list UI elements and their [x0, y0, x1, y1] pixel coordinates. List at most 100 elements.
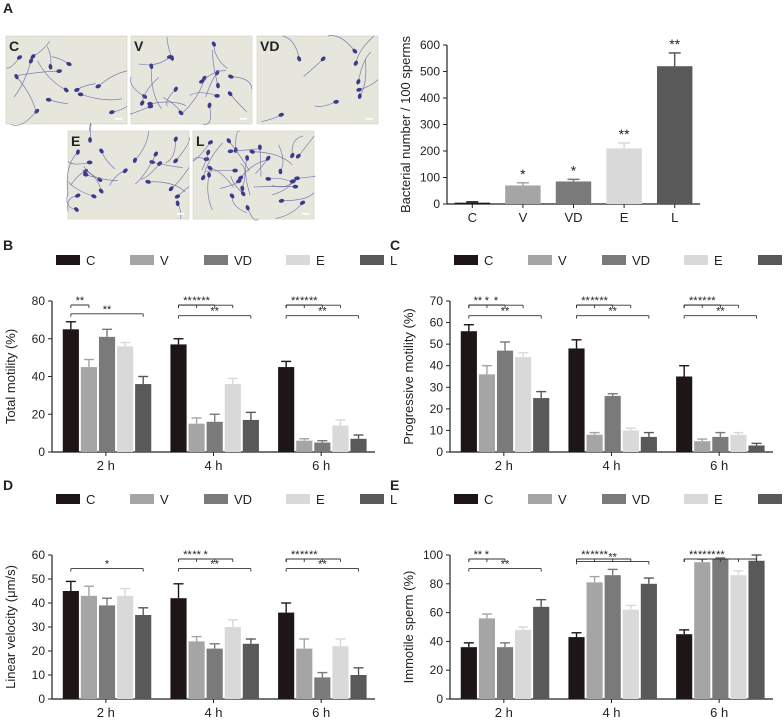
bar-vd [98, 605, 116, 699]
legend-swatch-vd [204, 255, 228, 265]
scale-bar [177, 213, 184, 215]
y-tick-label: 400 [420, 91, 440, 105]
y-tick-label: 200 [420, 144, 440, 158]
bar-vd [496, 647, 514, 699]
y-axis-label: Total motility (%) [3, 329, 18, 424]
sperm-head [207, 102, 212, 109]
sperm-head [236, 179, 242, 184]
x-tick-label: E [620, 210, 629, 225]
sperm-head [216, 82, 220, 89]
x-tick-label: L [671, 210, 678, 225]
bar-v [80, 595, 98, 699]
bar-vd [555, 181, 592, 204]
sperm-tail [130, 76, 145, 97]
bar-c [460, 647, 477, 699]
x-tick-label: 4 h [204, 458, 222, 473]
legend-label-e: E [714, 492, 723, 507]
legend-label-e: E [316, 492, 325, 507]
sperm-tail [189, 92, 218, 97]
sperm-head [356, 87, 362, 92]
legend-label-vd: VD [632, 492, 650, 507]
sperm-head [297, 56, 302, 62]
sperm-head [75, 193, 81, 198]
bar-vd [206, 421, 223, 452]
sperm-head [289, 179, 296, 184]
legend-swatch-l [360, 255, 384, 265]
photo-label-e: E [71, 133, 80, 149]
bar-vd [314, 677, 331, 699]
sperm-head [173, 136, 178, 142]
significance-mark: ** [192, 295, 201, 307]
y-tick-label: 70 [430, 294, 444, 308]
legend-label-e: E [714, 253, 723, 268]
sperm-head [66, 61, 72, 67]
y-axis-label: Linear velocity (μm/s) [3, 565, 18, 689]
significance-mark: ** [210, 306, 219, 318]
photo-label-v: V [134, 38, 144, 54]
bar-l [533, 398, 550, 452]
bar-vd [604, 575, 621, 699]
bar-e [730, 575, 747, 699]
sperm-head [88, 137, 92, 143]
y-tick-label: 40 [430, 359, 444, 373]
sperm-head [56, 69, 62, 74]
sperm-head [157, 161, 163, 166]
y-tick-label: 10 [32, 668, 46, 682]
micrograph-l: L [192, 130, 316, 221]
y-tick-label: 20 [32, 407, 46, 421]
x-tick-label: 2 h [495, 705, 513, 720]
sperm-head [226, 138, 231, 144]
micrograph-v: V [129, 35, 253, 125]
legend-swatch-e [286, 255, 310, 265]
sperm-tail [134, 130, 150, 161]
sperm-head [240, 185, 245, 192]
legend-swatch-v [528, 494, 552, 504]
sperm-tail [175, 136, 190, 162]
sperm-tail [13, 60, 32, 98]
y-tick-label: 0 [38, 445, 45, 459]
bar-c [676, 634, 693, 699]
sperm-tail [148, 181, 186, 193]
bar-l [135, 384, 152, 452]
significance-mark: ** [669, 36, 680, 52]
sperm-tail [212, 49, 219, 86]
chart-bacterial-number: 0 100 200 300 400 500 600 C * V * VD ** E ** L Bacterial… [398, 35, 700, 225]
sperm-head [295, 153, 301, 159]
x-tick-label: C [468, 210, 477, 225]
panel-letter-c: C [390, 237, 400, 253]
sperm-tail [85, 174, 118, 181]
sperm-head [207, 165, 213, 171]
x-tick-label: 2 h [495, 458, 513, 473]
sperm-tail [252, 151, 293, 166]
sperm-head [333, 99, 339, 104]
legend-swatch-c [454, 494, 478, 504]
x-tick-label: 6 h [710, 705, 728, 720]
sperm-head [292, 184, 299, 189]
sperm-tail [357, 51, 372, 82]
sperm-head [74, 87, 80, 92]
x-tick-label: 2 h [97, 458, 115, 473]
significance-mark: ** [608, 306, 617, 318]
legend-label-c: C [86, 492, 95, 507]
bar-l [533, 606, 550, 699]
sperm-head [240, 191, 246, 197]
bar-v [478, 618, 496, 699]
sperm-head [278, 112, 284, 117]
significance-mark: ** [707, 295, 716, 307]
sperm-head [207, 172, 211, 178]
significance-mark: ** [474, 295, 483, 307]
significance-mark: ** [716, 306, 725, 318]
sperm-head [227, 91, 233, 97]
sperm-head [173, 158, 179, 164]
bar-c [454, 202, 491, 204]
significance-mark: ** [599, 295, 608, 307]
sperm-head [73, 207, 79, 212]
significance-mark: ** [318, 559, 327, 571]
sperm-tail [297, 175, 316, 179]
bar-l [748, 445, 765, 452]
significance-mark: ** [318, 306, 327, 318]
legend-swatch-v [130, 494, 154, 504]
y-tick-label: 60 [32, 332, 46, 346]
sperm-tail [230, 76, 253, 90]
bar-v [478, 374, 496, 452]
